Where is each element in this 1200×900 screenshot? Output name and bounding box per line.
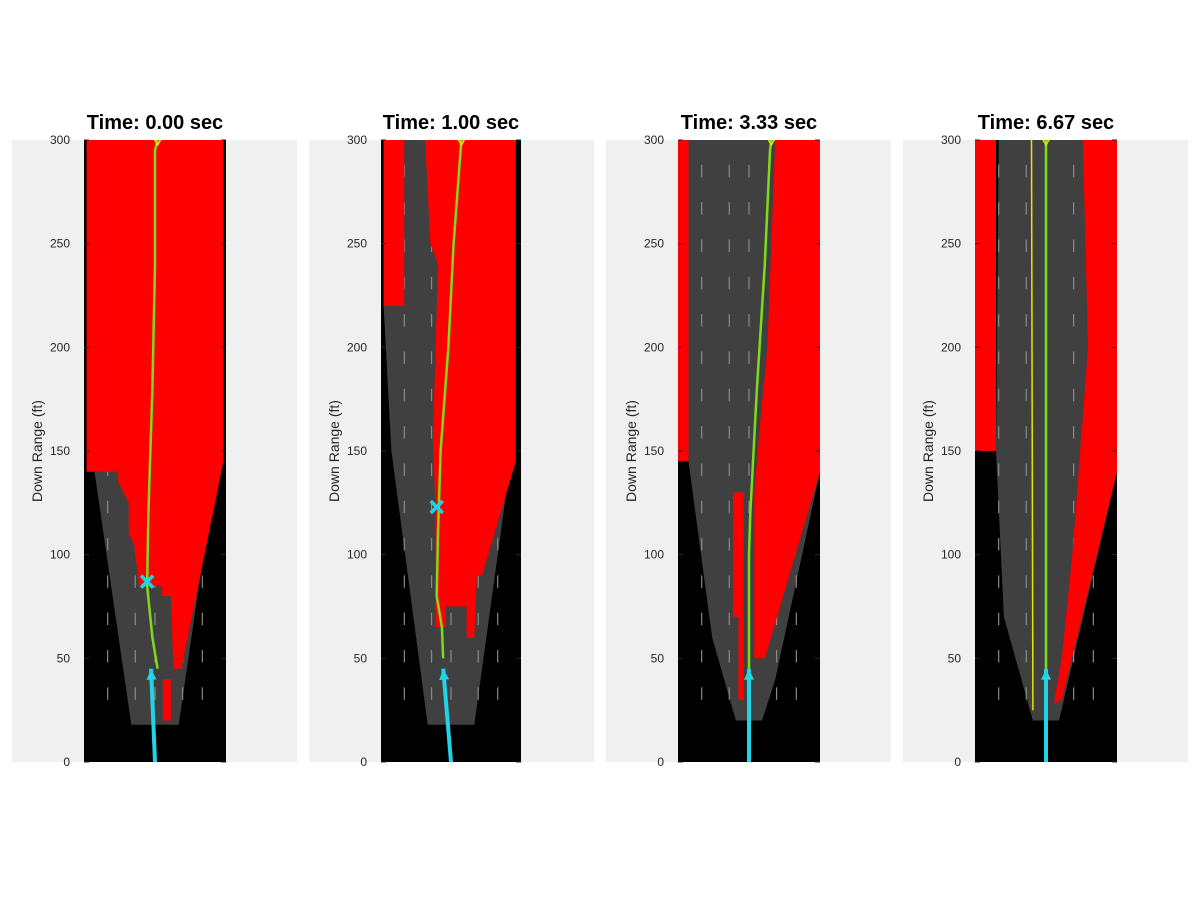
y-tick-label: 150: [941, 444, 961, 458]
y-axis-label: Down Range (ft): [29, 400, 45, 502]
y-axis-label: Down Range (ft): [920, 400, 936, 502]
subplot-title: Time: 6.67 sec: [978, 112, 1114, 134]
subplot-4: 0 50 100 150 200 250 300 Down Range (ft) Time: 6…: [903, 112, 1188, 769]
occupied-region: [162, 679, 171, 721]
subplot-1: 0 50 100 150 200 250 300 Down Range (ft) Time: 0…: [12, 112, 297, 769]
y-tick-label: 200: [50, 340, 70, 354]
subplot-title: Time: 3.33 sec: [681, 112, 817, 134]
subplot-title: Time: 0.00 sec: [87, 112, 223, 134]
y-tick-label: 200: [941, 340, 961, 354]
y-tick-label: 0: [954, 755, 961, 769]
y-tick-label: 50: [57, 651, 71, 665]
subplot-2: 0 50 100 150 200 250 300 Down Range (ft) Time: 1…: [309, 112, 594, 769]
goal-marker: [1042, 140, 1050, 147]
y-tick-label: 300: [50, 133, 70, 147]
y-tick-label: 250: [347, 237, 367, 251]
y-tick-label: 100: [347, 548, 367, 562]
goal-marker: [153, 140, 162, 147]
map-layer: [383, 140, 516, 762]
y-tick-label: 250: [50, 237, 70, 251]
goal-marker: [767, 140, 776, 147]
planned-path-line: [145, 140, 159, 669]
ego-vehicle-arrow: [149, 668, 157, 762]
ego-vehicle-arrowhead: [1041, 668, 1051, 680]
occupied-region: [1053, 140, 1117, 704]
y-tick-label: 200: [644, 340, 664, 354]
y-tick-label: 250: [941, 237, 961, 251]
y-tick-label: 300: [347, 133, 367, 147]
y-tick-label: 100: [941, 548, 961, 562]
ego-vehicle-arrowhead: [146, 668, 157, 680]
occupied-region: [733, 492, 744, 700]
occupied-region: [86, 140, 224, 669]
y-tick-label: 150: [347, 444, 367, 458]
y-tick-label: 200: [347, 340, 367, 354]
reference-path-line: [1030, 140, 1034, 711]
map-layer: [678, 140, 820, 762]
collision-marker: [429, 499, 444, 515]
y-tick-label: 50: [651, 651, 665, 665]
occupied-region: [383, 140, 516, 638]
map-layer: [86, 140, 224, 762]
occupied-region: [754, 140, 820, 659]
ego-vehicle-arrowhead: [744, 668, 754, 680]
map-layer: [975, 140, 1117, 762]
y-tick-label: 100: [644, 548, 664, 562]
y-tick-label: 0: [360, 755, 367, 769]
planned-path-line: [435, 140, 463, 659]
subplot-title: Time: 1.00 sec: [383, 112, 519, 134]
goal-marker: [457, 140, 466, 147]
y-tick-label: 0: [63, 755, 70, 769]
y-axis-label: Down Range (ft): [326, 400, 342, 502]
planned-path-line: [747, 140, 773, 669]
y-tick-label: 300: [941, 133, 961, 147]
y-tick-label: 150: [50, 444, 70, 458]
occupied-region: [678, 140, 689, 462]
y-tick-label: 50: [948, 651, 962, 665]
ego-vehicle-arrowhead: [439, 668, 450, 681]
ego-vehicle-arrow: [441, 668, 453, 762]
occupied-region: [975, 140, 996, 451]
subplot-3: 0 50 100 150 200 250 300 Down Range (ft) Time: 3…: [606, 112, 891, 769]
y-tick-label: 300: [644, 133, 664, 147]
collision-marker: [139, 574, 155, 589]
y-tick-label: 250: [644, 237, 664, 251]
y-tick-label: 150: [644, 444, 664, 458]
y-tick-label: 50: [354, 651, 368, 665]
y-axis-label: Down Range (ft): [623, 400, 639, 502]
y-tick-label: 0: [657, 755, 664, 769]
occupied-region: [383, 140, 405, 306]
y-tick-label: 100: [50, 548, 70, 562]
